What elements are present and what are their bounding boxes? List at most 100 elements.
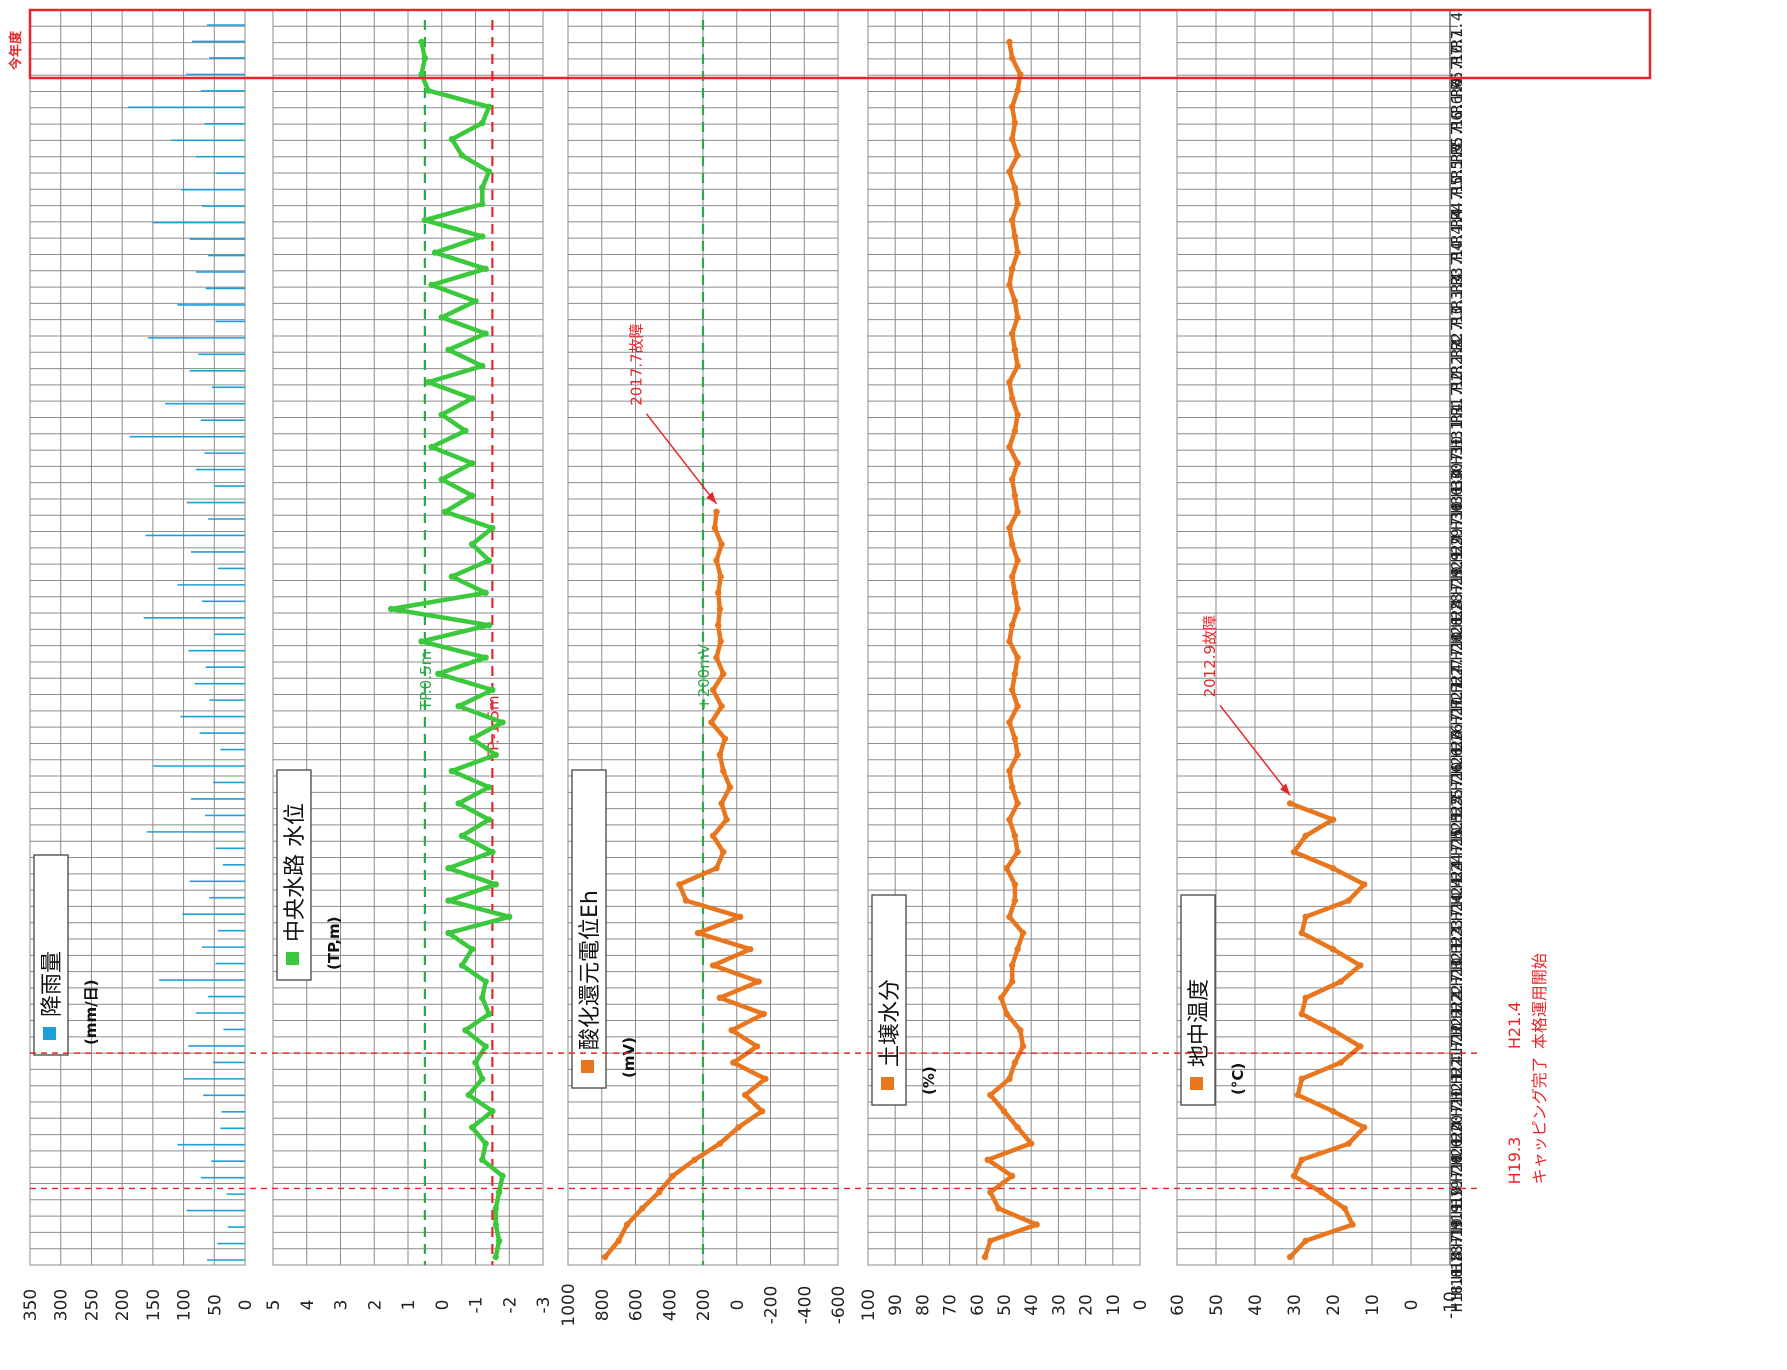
tick-label-soiltemp: 30 [1285, 1294, 1305, 1316]
tick-label-eh: 800 [593, 1289, 613, 1321]
tick-label-moisture: 80 [913, 1294, 933, 1316]
date-label: H25.1 [1448, 811, 1466, 856]
date-label: H29.7 [1448, 517, 1466, 562]
date-label: H25.7 [1448, 778, 1466, 823]
legend-marker-soiltemp [1190, 1077, 1203, 1090]
date-label: H23.4 [1448, 925, 1466, 970]
date-label: R4.10 [1448, 175, 1466, 220]
event-date-label: H19.3 [1505, 1137, 1524, 1185]
date-label: H26.1 [1448, 745, 1466, 790]
tick-label-moisture: 10 [1104, 1294, 1124, 1316]
date-label: H23.7 [1448, 908, 1466, 953]
tick-label-eh: 400 [660, 1289, 680, 1321]
ref-line-label-water: TP.0.5m [417, 651, 435, 711]
tick-label-soiltemp: 50 [1207, 1294, 1227, 1316]
date-label: H27.7 [1448, 648, 1466, 693]
date-label: H23.10 [1448, 892, 1466, 946]
tick-label-water: -3 [534, 1297, 554, 1314]
unit-label-eh: (mV) [620, 1037, 638, 1078]
date-label: R3.10 [1448, 240, 1466, 285]
date-label: R3.4 [1448, 273, 1466, 309]
date-label: H23.1 [1448, 941, 1466, 986]
tick-label-water: 3 [332, 1300, 352, 1311]
date-label: H21.4 [1448, 1055, 1466, 1100]
date-label: H27.1 [1448, 680, 1466, 725]
ref-line-label-eh: +200mV [695, 643, 713, 710]
tick-label-moisture: 0 [1131, 1300, 1151, 1311]
tick-label-moisture: 90 [886, 1294, 906, 1316]
date-label: H29.10 [1448, 501, 1466, 555]
annotation-label-eh: 2017.7故障 [628, 323, 646, 406]
date-label: R2.10 [1448, 305, 1466, 350]
date-label: H30.7 [1448, 452, 1466, 497]
date-label: H31.1 [1448, 419, 1466, 464]
series-line-water [388, 41, 512, 1258]
date-label: R4.7 [1448, 191, 1466, 227]
tick-label-water: 0 [433, 1300, 453, 1311]
date-label: H26.10 [1448, 697, 1466, 751]
event-desc-label: 本格運用開始 [1530, 953, 1549, 1049]
tick-label-water: 1 [399, 1300, 419, 1311]
date-label: H19.4 [1448, 1186, 1466, 1231]
title-box-water [276, 769, 312, 981]
tick-label-eh: 0 [728, 1300, 748, 1311]
tick-label-soiltemp: 0 [1402, 1300, 1422, 1311]
tick-label-soiltemp: 20 [1324, 1294, 1344, 1316]
tick-label-rain: 0 [236, 1300, 256, 1311]
title-box-moisture [871, 894, 907, 1106]
date-label: H22.10 [1448, 957, 1466, 1011]
date-label: H20.7 [1448, 1104, 1466, 1149]
date-label: H31.4 [1448, 403, 1466, 448]
date-label: H27.10 [1448, 631, 1466, 685]
current-year-box [28, 8, 1652, 80]
annotation-arrow-soiltemp [1219, 704, 1291, 796]
date-label: H21.1 [1448, 1071, 1466, 1116]
series-line-moisture [982, 41, 1039, 1258]
date-label: H28.1 [1448, 615, 1466, 660]
tick-label-water: 5 [264, 1300, 284, 1311]
tick-label-soiltemp: 60 [1168, 1294, 1188, 1316]
panel-title-eh: 酸化還元電位Eh [578, 890, 603, 1050]
tick-label-moisture: 40 [1022, 1294, 1042, 1316]
date-label: H21.7 [1448, 1039, 1466, 1084]
date-label: H20.10 [1448, 1088, 1466, 1142]
event-desc-label: キャッピング完了 [1530, 1056, 1549, 1184]
annotation-arrowhead-soiltemp [1280, 783, 1291, 796]
tick-label-water: 2 [365, 1300, 385, 1311]
date-label: H30.10 [1448, 436, 1466, 490]
panel-rain: 350 300 250 200 150 100 50 0 降雨量 (mm/日) [21, 9, 256, 1321]
date-label: H18.10 [1448, 1218, 1466, 1272]
tick-label-rain: 100 [175, 1289, 195, 1321]
title-box-soiltemp [1180, 894, 1216, 1106]
current-year-label: 今年度 [8, 30, 24, 71]
tick-label-rain: 50 [205, 1294, 225, 1316]
date-label: R5.4 [1448, 142, 1466, 178]
tick-label-water: -1 [467, 1297, 487, 1314]
date-label: R4.4 [1448, 208, 1466, 244]
date-label: R6.1 [1448, 93, 1466, 129]
tick-label-eh: 1000 [559, 1283, 579, 1326]
plot-area-rain [29, 9, 246, 1266]
tick-label-eh: -200 [762, 1286, 782, 1325]
legend-marker-water [286, 952, 299, 965]
date-label: R1.10 [1448, 371, 1466, 416]
date-label: H18.7 [1448, 1234, 1466, 1279]
date-label: R2.4 [1448, 338, 1466, 374]
panel-title-soiltemp: 地中温度 [1187, 979, 1212, 1067]
date-label: H27.4 [1448, 664, 1466, 709]
event-date-label: H21.4 [1505, 1001, 1524, 1049]
date-label: H18.4 [1448, 1251, 1466, 1296]
tick-label-water: 4 [298, 1300, 318, 1311]
tick-label-eh: -400 [795, 1286, 815, 1325]
annotation-arrow-eh [645, 413, 718, 505]
tick-label-moisture: 50 [995, 1294, 1015, 1316]
date-label: H19.7 [1448, 1169, 1466, 1214]
date-label: H24.1 [1448, 876, 1466, 921]
date-label: R2.1 [1448, 354, 1466, 390]
panel-title-rain: 降雨量 [40, 951, 65, 1017]
date-label: H24.4 [1448, 860, 1466, 905]
tick-label-moisture: 30 [1049, 1294, 1069, 1316]
date-label: H28.7 [1448, 582, 1466, 627]
